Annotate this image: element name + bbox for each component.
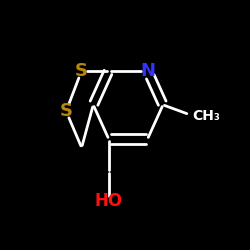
Text: CH₃: CH₃ [192, 108, 220, 122]
Text: S: S [75, 62, 88, 80]
Text: S: S [60, 102, 72, 120]
Text: N: N [140, 62, 155, 80]
Text: HO: HO [95, 192, 123, 210]
